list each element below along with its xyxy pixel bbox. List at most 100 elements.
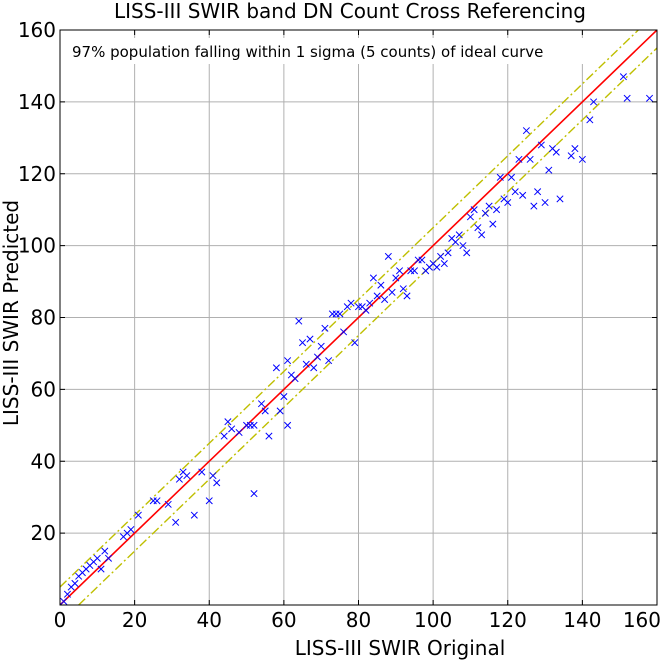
scatter-point xyxy=(369,274,377,282)
annotation-background xyxy=(64,38,594,64)
scatter-point xyxy=(276,407,284,415)
scatter-point xyxy=(384,252,392,260)
sigma-bound-line xyxy=(60,30,639,588)
scatter-point xyxy=(291,375,299,383)
scatter-point xyxy=(243,421,251,429)
scatter-point xyxy=(310,364,318,372)
scatter-point xyxy=(496,173,504,181)
scatter-point xyxy=(366,299,374,307)
x-tick-label: 100 xyxy=(414,608,452,632)
scatter-point xyxy=(388,288,396,296)
annotation-text: 97% population falling within 1 sigma (5… xyxy=(72,43,543,61)
scatter-point xyxy=(515,155,523,163)
scatter-point xyxy=(224,418,232,426)
scatter-point xyxy=(302,360,310,368)
y-axis-ticks: 20 40 60 80 100 120 140 160 xyxy=(18,18,657,545)
scatter-point xyxy=(265,432,273,440)
points-layer xyxy=(60,73,654,605)
scatter-point xyxy=(306,335,314,343)
scatter-point xyxy=(526,155,534,163)
scatter-point xyxy=(578,155,586,163)
scatter-point xyxy=(444,249,452,257)
scatter-point xyxy=(455,231,463,239)
x-tick-label: 20 xyxy=(122,608,147,632)
scatter-point xyxy=(213,479,221,487)
scatter-point xyxy=(60,597,68,605)
scatter-point xyxy=(149,497,157,505)
scatter-point xyxy=(511,188,519,196)
scatter-point xyxy=(172,518,180,526)
annotation-box: 97% population falling within 1 sigma (5… xyxy=(64,38,594,64)
scatter-point xyxy=(321,324,329,332)
y-tick-label: 100 xyxy=(18,234,56,258)
y-tick-label: 140 xyxy=(18,90,56,114)
scatter-point xyxy=(183,472,191,480)
scatter-point xyxy=(190,511,198,519)
scatter-point xyxy=(205,497,213,505)
scatter-point xyxy=(209,472,217,480)
scatter-point xyxy=(261,407,269,415)
scatter-point xyxy=(220,432,228,440)
x-tick-label: 0 xyxy=(54,608,67,632)
x-tick-label: 160 xyxy=(623,608,661,632)
sigma-bound-line xyxy=(78,47,657,605)
scatter-point xyxy=(586,116,594,124)
scatter-point xyxy=(164,500,172,508)
scatter-point xyxy=(537,141,545,149)
scatter-point xyxy=(507,173,516,181)
scatter-point xyxy=(590,98,598,106)
x-axis-label: LISS-III SWIR Original xyxy=(295,636,506,660)
scatter-point xyxy=(474,224,482,232)
scatter-point xyxy=(71,579,79,587)
scatter-point xyxy=(451,238,460,246)
scatter-point xyxy=(280,393,288,401)
scatter-point xyxy=(485,202,493,210)
scatter-point xyxy=(104,554,113,562)
scatter-point xyxy=(377,281,385,289)
y-tick-label: 40 xyxy=(31,449,56,473)
y-tick-label: 20 xyxy=(31,521,56,545)
ideal-curve-line xyxy=(60,30,657,605)
scatter-point xyxy=(463,249,471,257)
scatter-point xyxy=(478,231,486,239)
scatter-point xyxy=(407,267,415,275)
scatter-point xyxy=(134,511,142,519)
scatter-point xyxy=(295,317,303,325)
x-tick-label: 120 xyxy=(489,608,527,632)
scatter-point xyxy=(127,525,135,534)
y-tick-label: 160 xyxy=(18,18,56,42)
scatter-point xyxy=(298,339,307,347)
scatter-point xyxy=(466,213,474,221)
scatter-point xyxy=(459,242,467,250)
scatter-point xyxy=(347,299,355,307)
scatter-point xyxy=(481,209,489,217)
y-axis-label: LISS-III SWIR Predicted xyxy=(0,200,23,426)
scatter-point xyxy=(313,353,322,361)
y-tick-label: 120 xyxy=(18,162,56,186)
scatter-point xyxy=(351,339,359,347)
scatter-point xyxy=(522,127,530,135)
x-tick-label: 40 xyxy=(197,608,222,632)
chart-title: LISS-III SWIR band DN Count Cross Refere… xyxy=(114,0,586,23)
scatter-point xyxy=(101,547,109,555)
scatter-point xyxy=(97,565,105,573)
scatter-point xyxy=(325,357,333,365)
scatter-point xyxy=(257,400,266,408)
scatter-point xyxy=(530,202,538,210)
x-axis-ticks: 0 20 40 60 80 100 120 140 160 xyxy=(54,30,661,632)
scatter-point xyxy=(414,256,422,264)
scatter-point xyxy=(328,310,336,318)
scatter-point xyxy=(567,152,575,160)
scatter-point xyxy=(228,425,236,433)
scatter-point xyxy=(489,220,497,228)
scatter-point xyxy=(399,285,407,293)
scatter-point xyxy=(534,188,542,196)
scatter-point xyxy=(623,94,631,102)
scatter-point xyxy=(250,490,258,498)
scatter-point xyxy=(504,198,512,207)
scatter-point xyxy=(395,267,404,275)
y-tick-label: 60 xyxy=(31,377,56,401)
scatter-point xyxy=(493,206,501,214)
